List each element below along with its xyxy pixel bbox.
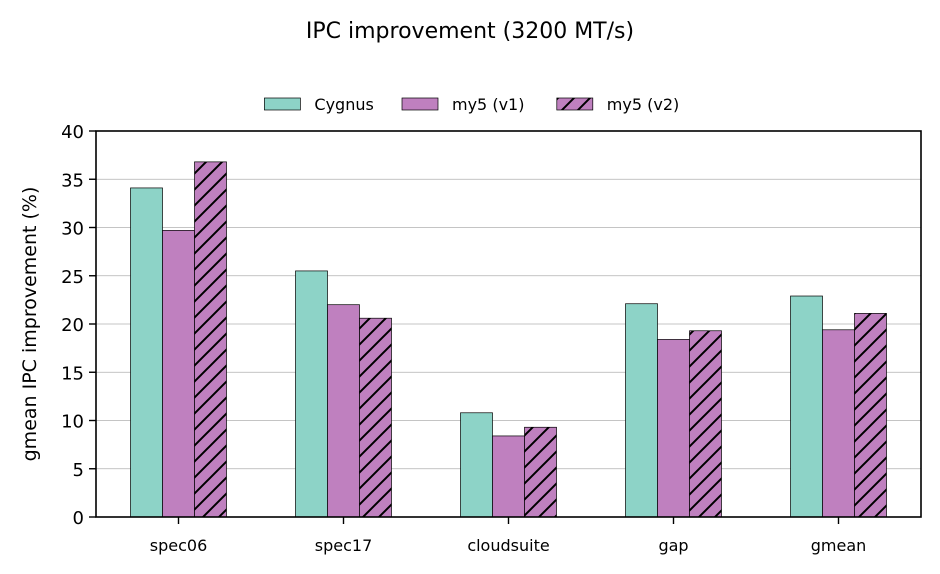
chart-title: IPC improvement (3200 MT/s) [306,19,634,44]
x-tick-label: gmean [811,536,867,555]
y-axis: 0 5 10 15 20 25 30 35 40 [61,122,96,529]
bar-gap-my5-v1- [657,339,690,518]
y-axis-label: gmean IPC improvement (%) [19,187,41,462]
bar-spec06-cygnus [130,187,163,518]
x-tick-label: gap [658,536,688,555]
y-tick-label: 40 [61,122,84,143]
x-tick-label: spec17 [315,536,373,555]
bar-cloudsuite-cygnus [460,412,493,518]
legend-swatch [401,97,439,111]
bar-cloudsuite-my5-v2- [524,426,557,518]
y-tick-label: 10 [61,412,84,433]
y-tick-label: 25 [61,267,84,288]
bar-gmean-my5-v1- [822,329,855,518]
y-tick-label: 15 [61,363,84,384]
bar-gmean-my5-v2- [854,313,887,518]
bar-cloudsuite-my5-v1- [492,435,525,518]
bar-spec06-my5-v2- [194,161,227,518]
x-tick-label: cloudsuite [467,536,549,555]
bar-gap-my5-v2- [689,330,722,518]
y-tick-label: 0 [73,508,84,529]
y-tick-label: 5 [73,460,84,481]
legend-label: Cygnus [314,95,373,114]
bars [130,161,887,518]
legend-label: my5 (v1) [452,95,524,114]
bar-gap-cygnus [625,303,658,518]
bar-spec17-cygnus [295,270,328,518]
grid-lines [96,178,921,470]
bar-spec17-my5-v1- [327,304,360,518]
y-tick-label: 30 [61,219,84,240]
legend-label: my5 (v2) [607,95,679,114]
x-tick-label: spec06 [150,536,208,555]
bar-gmean-cygnus [790,295,823,518]
y-tick-label: 35 [61,170,84,191]
legend-swatch [264,97,301,111]
bar-spec17-my5-v2- [359,317,392,518]
legend-swatch [556,97,594,111]
legend: Cygnus my5 (v1) my5 (v2) [264,95,679,114]
y-tick-label: 20 [61,315,84,336]
bar-spec06-my5-v1- [162,230,195,518]
x-axis: spec06 spec17 cloudsuite gap gmean [150,517,867,555]
